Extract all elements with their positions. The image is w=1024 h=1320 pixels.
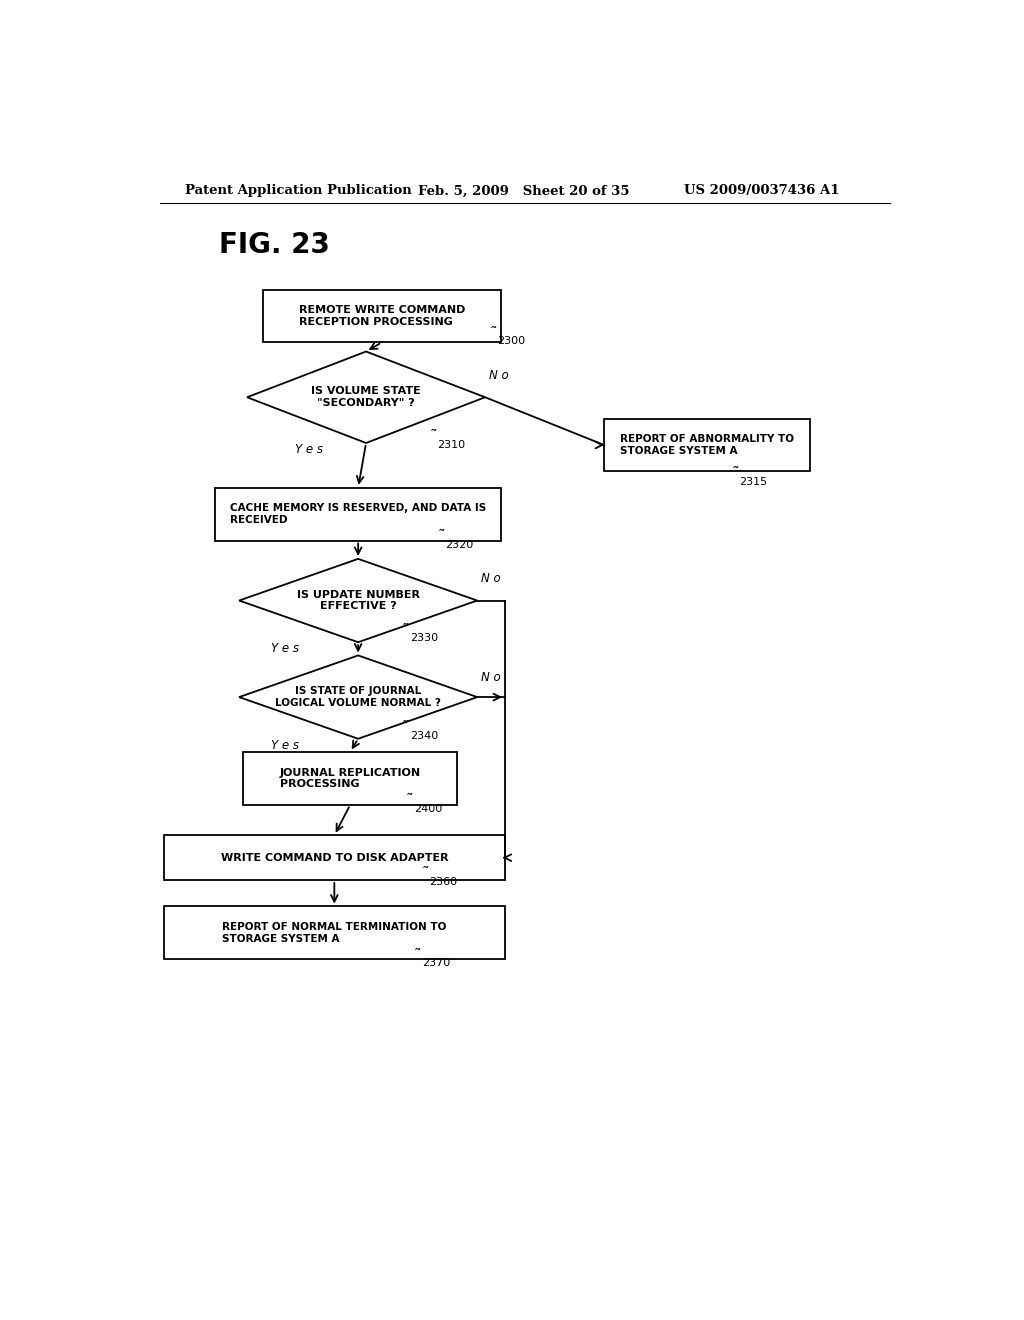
FancyBboxPatch shape: [263, 289, 501, 342]
Text: N o: N o: [489, 370, 509, 381]
Text: REMOTE WRITE COMMAND
RECEPTION PROCESSING: REMOTE WRITE COMMAND RECEPTION PROCESSIN…: [299, 305, 465, 327]
Text: JOURNAL REPLICATION
PROCESSING: JOURNAL REPLICATION PROCESSING: [280, 768, 421, 789]
Text: 2310: 2310: [437, 440, 466, 450]
Text: 2370: 2370: [422, 958, 450, 969]
Text: IS VOLUME STATE
"SECONDARY" ?: IS VOLUME STATE "SECONDARY" ?: [311, 387, 421, 408]
FancyBboxPatch shape: [164, 836, 505, 880]
FancyBboxPatch shape: [215, 487, 501, 541]
Text: US 2009/0037436 A1: US 2009/0037436 A1: [684, 185, 839, 198]
Text: WRITE COMMAND TO DISK ADAPTER: WRITE COMMAND TO DISK ADAPTER: [220, 853, 449, 863]
Text: ˜: ˜: [430, 429, 437, 445]
Text: 2300: 2300: [497, 337, 525, 346]
FancyBboxPatch shape: [164, 907, 505, 960]
Text: ˜: ˜: [731, 466, 739, 480]
Text: 2340: 2340: [410, 731, 438, 741]
Polygon shape: [247, 351, 485, 444]
Text: N o: N o: [481, 573, 501, 585]
Text: IS UPDATE NUMBER
EFFECTIVE ?: IS UPDATE NUMBER EFFECTIVE ?: [297, 590, 420, 611]
Polygon shape: [239, 656, 477, 739]
Text: ˜: ˜: [489, 326, 497, 341]
Text: ˜: ˜: [422, 866, 430, 882]
Text: CACHE MEMORY IS RESERVED, AND DATA IS
RECEIVED: CACHE MEMORY IS RESERVED, AND DATA IS RE…: [230, 503, 486, 525]
Text: ˜: ˜: [402, 721, 410, 735]
Text: IS STATE OF JOURNAL
LOGICAL VOLUME NORMAL ?: IS STATE OF JOURNAL LOGICAL VOLUME NORMA…: [275, 686, 441, 708]
Text: 2360: 2360: [430, 876, 458, 887]
Text: Y e s: Y e s: [270, 739, 299, 752]
Text: N o: N o: [481, 671, 501, 684]
Text: 2315: 2315: [739, 477, 767, 487]
Text: Y e s: Y e s: [295, 444, 323, 457]
FancyBboxPatch shape: [604, 418, 811, 471]
Text: Y e s: Y e s: [270, 643, 299, 655]
Polygon shape: [239, 558, 477, 643]
Text: REPORT OF ABNORMALITY TO
STORAGE SYSTEM A: REPORT OF ABNORMALITY TO STORAGE SYSTEM …: [621, 434, 795, 455]
Text: 2330: 2330: [410, 634, 438, 643]
Text: Feb. 5, 2009   Sheet 20 of 35: Feb. 5, 2009 Sheet 20 of 35: [418, 185, 629, 198]
FancyBboxPatch shape: [243, 752, 458, 805]
Text: ˜: ˜: [438, 529, 445, 544]
Text: Patent Application Publication: Patent Application Publication: [185, 185, 412, 198]
Text: ˜: ˜: [407, 793, 414, 808]
Text: 2400: 2400: [414, 804, 442, 814]
Text: ˜: ˜: [402, 623, 410, 638]
Text: REPORT OF NORMAL TERMINATION TO
STORAGE SYSTEM A: REPORT OF NORMAL TERMINATION TO STORAGE …: [222, 923, 446, 944]
Text: ˜: ˜: [414, 948, 422, 962]
Text: FIG. 23: FIG. 23: [219, 231, 330, 259]
Text: 2320: 2320: [445, 540, 474, 549]
